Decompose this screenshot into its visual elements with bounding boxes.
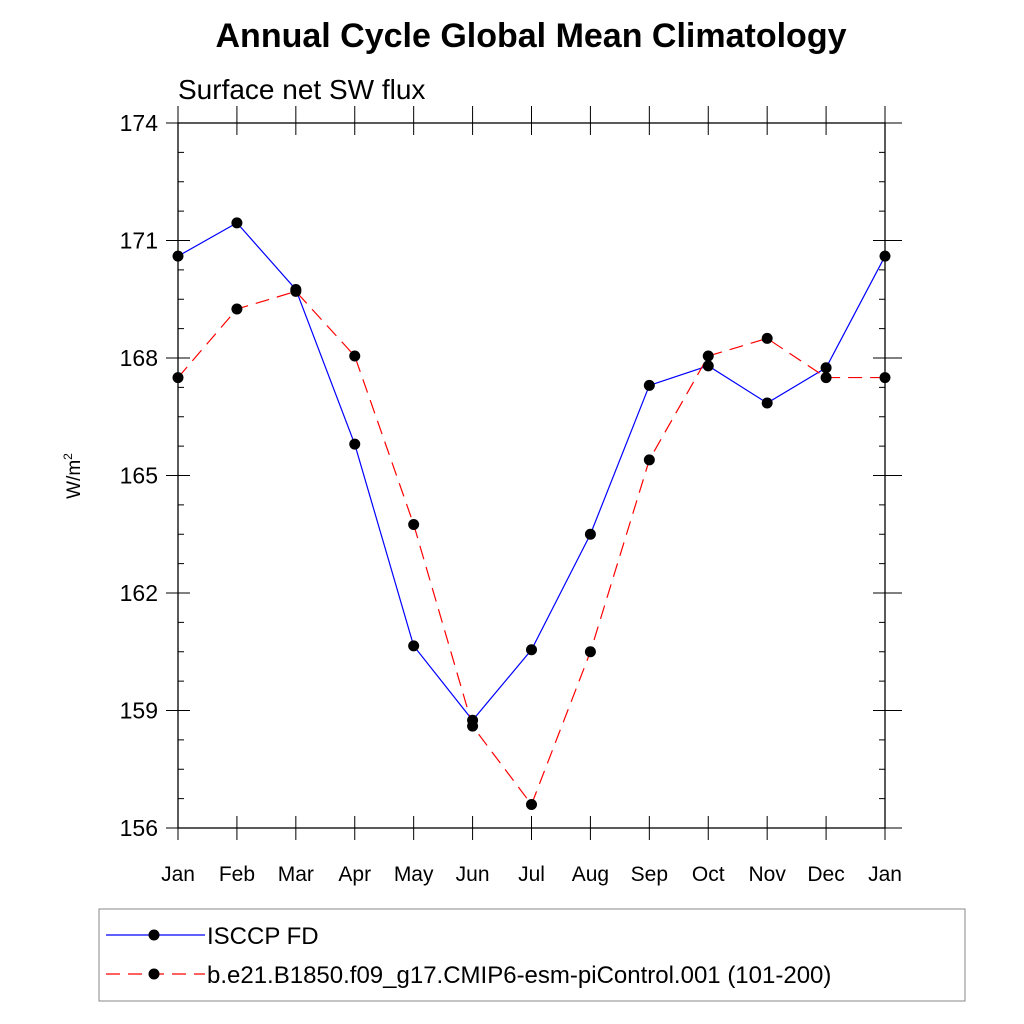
x-tick-label: Apr (338, 863, 371, 886)
x-tick-label: Nov (748, 863, 786, 886)
legend-label-2: b.e21.B1850.f09_g17.CMIP6-esm-piControl.… (207, 962, 831, 989)
series-2-point (349, 350, 361, 362)
chart-subtitle: Surface net SW flux (178, 74, 425, 105)
series-2-point (467, 720, 479, 732)
series-2-point (820, 372, 832, 384)
plot-frame (177, 122, 886, 829)
legend-label-1: ISCCP FD (207, 923, 319, 950)
y-tick-label: 162 (120, 580, 158, 606)
x-tick-label: May (394, 863, 434, 886)
series-2-point (761, 332, 773, 344)
series-2-point (290, 285, 302, 297)
series-1-point (584, 528, 596, 540)
x-tick-label: Mar (278, 863, 314, 886)
series-2-point (584, 646, 596, 658)
chart-title: Annual Cycle Global Mean Climatology (216, 17, 847, 55)
x-tick-label: Aug (572, 863, 609, 886)
x-tick-label: Dec (807, 863, 844, 886)
axis-ticks (166, 106, 902, 840)
series-1-point (349, 438, 361, 450)
y-axis-label-superscript: 2 (61, 453, 75, 460)
y-tick-labels: 156 159 162 165 168 171 174 (120, 110, 159, 841)
series-1-point (820, 362, 832, 374)
x-tick-label: Sep (631, 863, 668, 886)
legend-box (98, 908, 966, 1002)
y-tick-label: 171 (120, 228, 158, 254)
series-1-point (231, 217, 243, 229)
series-2-point (526, 799, 537, 810)
series-1-point (643, 379, 655, 391)
series-2-point (702, 350, 714, 362)
series-group (172, 217, 891, 810)
series-1-point (761, 397, 773, 409)
y-tick-label: 159 (120, 698, 158, 724)
legend: ISCCP FD b.e21.B1850.f09_g17.CMIP6-esm-pi… (98, 908, 966, 1002)
y-axis-label-base: W/m (64, 460, 85, 499)
series-2-point (231, 303, 243, 315)
y-tick-label: 174 (120, 110, 159, 136)
x-tick-label: Jan (161, 863, 195, 886)
x-tick-labels: Jan Feb Mar Apr May Jun Jul Aug Sep Oct Nov Dec Jan (161, 863, 902, 886)
legend-marker-2 (148, 968, 160, 980)
series-1-point (702, 360, 714, 372)
y-tick-label: 156 (120, 815, 158, 841)
y-tick-label: 165 (120, 463, 158, 489)
series-1-point (526, 644, 537, 656)
x-tick-label: Jun (456, 863, 490, 886)
y-axis-label: W/m2 (61, 453, 85, 499)
series-2-point (643, 454, 655, 466)
x-tick-label: Jan (868, 863, 902, 886)
y-tick-label: 168 (120, 345, 158, 371)
series-2-point (408, 518, 420, 530)
legend-marker-1 (148, 929, 160, 941)
x-tick-label: Jul (518, 863, 545, 886)
x-tick-label: Oct (692, 863, 725, 886)
series-line-2 (177, 290, 885, 806)
series-1-point (408, 640, 420, 652)
legend-items: ISCCP FD b.e21.B1850.f09_g17.CMIP6-esm-pi… (106, 923, 831, 989)
x-tick-label: Feb (219, 863, 255, 886)
